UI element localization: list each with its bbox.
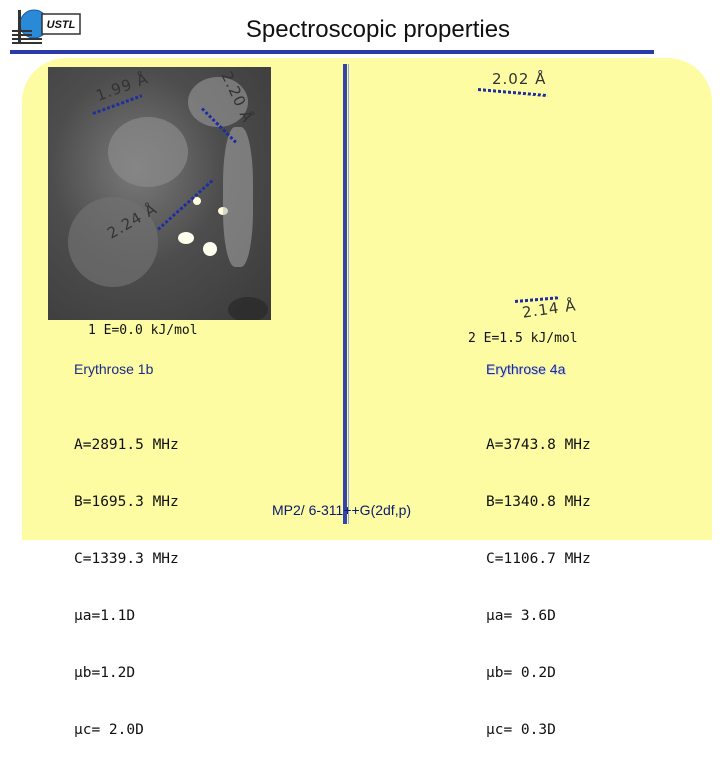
logo-text: USTL (47, 19, 76, 31)
param-line: B=1340.8 MHz (486, 494, 591, 510)
energy-label-2: 2 E=1.5 kJ/mol (468, 331, 578, 346)
param-line: A=2891.5 MHz (74, 437, 179, 453)
page-title: Spectroscopic properties (245, 16, 511, 43)
ustl-logo: USTL (8, 6, 86, 50)
param-line: A=3743.8 MHz (486, 437, 591, 453)
molecule-1-params: A=2891.5 MHz B=1695.3 MHz C=1339.3 MHz µ… (74, 398, 179, 759)
param-line: µa= 3.6D (486, 608, 556, 624)
vertical-divider-highlight (348, 64, 349, 524)
method-label: MP2/ 6-311++G(2df,p) (272, 502, 412, 518)
param-line: µc= 2.0D (74, 722, 144, 738)
energy-label-1: 1 E=0.0 kJ/mol (88, 323, 198, 338)
param-line: µb=1.2D (74, 665, 136, 681)
molecule-2-params: A=3743.8 MHz B=1340.8 MHz C=1106.7 MHz µ… (486, 398, 591, 759)
param-line: C=1339.3 MHz (74, 551, 179, 567)
param-line: C=1106.7 MHz (486, 551, 591, 567)
param-line: µc= 0.3D (486, 722, 556, 738)
vertical-divider (343, 64, 347, 524)
param-line: µb= 0.2D (486, 665, 556, 681)
distance-label: 2.02 Å (492, 70, 547, 88)
molecule-2-name: Erythrose 4a (486, 361, 566, 377)
molecule-1-name: Erythrose 1b (74, 361, 154, 377)
param-line: µa=1.1D (74, 608, 136, 624)
param-line: B=1695.3 MHz (74, 494, 179, 510)
title-rule (10, 50, 654, 54)
molecule-1-image (48, 67, 271, 320)
